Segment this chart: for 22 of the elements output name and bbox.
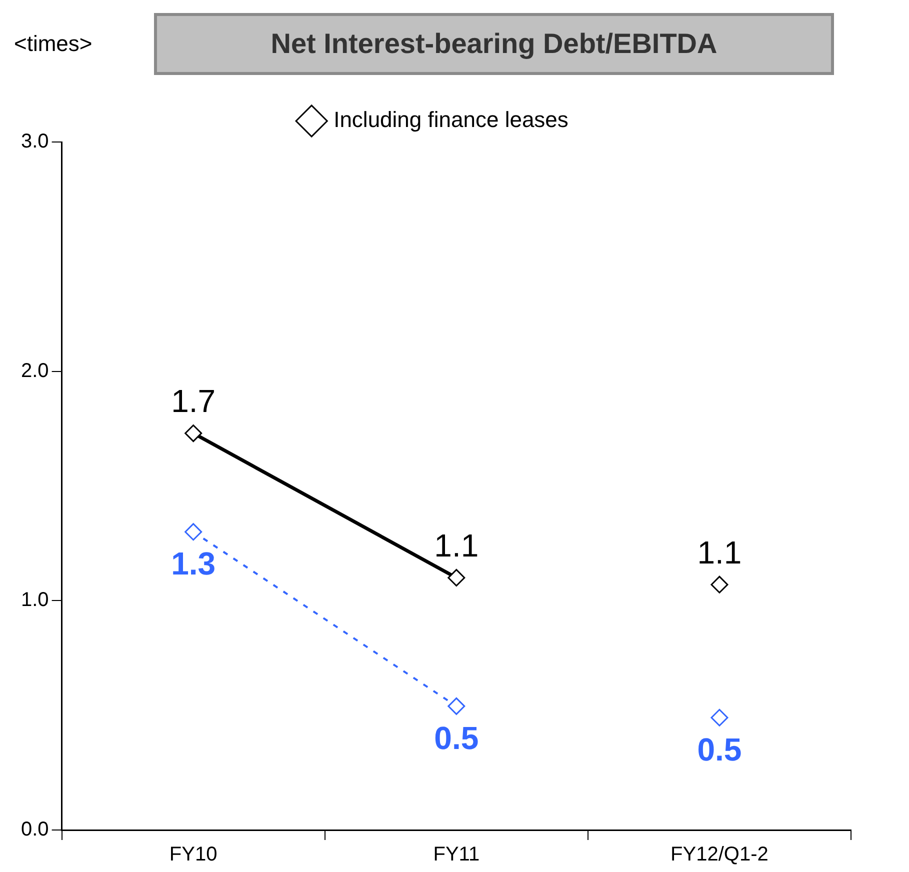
point <box>448 697 466 715</box>
point <box>710 708 728 726</box>
data-label: 0.5 <box>697 731 742 768</box>
point <box>710 576 728 594</box>
point <box>184 424 202 442</box>
point <box>448 568 466 586</box>
legend-label: Including finance leases <box>334 107 568 132</box>
point <box>184 523 202 541</box>
data-label: 1.3 <box>171 546 216 582</box>
data-label: 0.5 <box>434 720 479 756</box>
x-tick-label: FY11 <box>433 844 480 866</box>
data-label: 1.7 <box>171 383 216 420</box>
chart-title: Net Interest-bearing Debt/EBITDA <box>154 13 834 75</box>
x-tick-label: FY10 <box>169 844 218 866</box>
data-label: 1.1 <box>434 528 479 564</box>
y-tick-label: 2.0 <box>20 360 49 382</box>
y-tick-label: 1.0 <box>20 589 49 612</box>
data-label: 1.1 <box>697 534 742 570</box>
y-tick-label: 3.0 <box>20 130 49 153</box>
y-axis-title: <times> <box>13 31 94 57</box>
x-tick-label: FY12/Q1-2 <box>670 844 768 866</box>
y-tick-label: 0.0 <box>20 818 49 841</box>
